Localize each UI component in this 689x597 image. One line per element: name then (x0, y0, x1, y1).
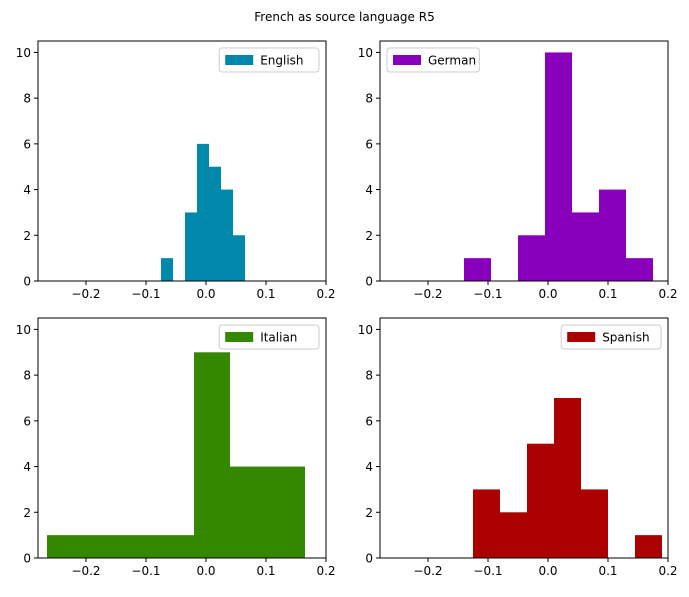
subplot-english: −0.2 −0.1 0.0 0.1 0.2 0 2 4 6 8 10 English (16, 40, 336, 301)
histogram-bar (635, 535, 662, 558)
x-tick-label: 0.2 (316, 287, 335, 301)
y-tick-label: 8 (23, 92, 31, 106)
histogram-bar (194, 352, 230, 558)
legend: Italian (218, 324, 320, 350)
y-tick-label: 2 (365, 229, 373, 243)
histogram-bar (626, 258, 653, 281)
histogram-bar (572, 212, 599, 281)
x-tick-label: −0.2 (71, 287, 100, 301)
legend-label: English (260, 54, 303, 68)
subplot-german: −0.2 −0.1 0.0 0.1 0.2 0 2 4 6 8 10 German (358, 40, 678, 301)
histogram-bar (221, 189, 233, 281)
legend-swatch (567, 332, 596, 342)
legend-label: Italian (260, 331, 297, 345)
histogram-bar (47, 535, 194, 558)
x-tick-label: −0.1 (473, 287, 502, 301)
y-tick-label: 8 (365, 369, 373, 383)
y-tick-label: 6 (23, 414, 31, 428)
x-tick-label: 0.1 (598, 564, 617, 578)
x-tick-label: 0.1 (256, 564, 275, 578)
y-tick-label: 6 (365, 137, 373, 151)
x-tick-label: 0.0 (538, 287, 557, 301)
histogram-bar (500, 512, 527, 558)
x-tick-label: 0.0 (196, 564, 215, 578)
y-tick-label: 0 (23, 275, 31, 289)
y-tick-label: 8 (365, 92, 373, 106)
x-tick-label: 0.1 (598, 287, 617, 301)
y-tick-label: 4 (23, 183, 31, 197)
y-tick-label: 2 (23, 229, 31, 243)
legend-swatch (393, 55, 421, 65)
x-tick-label: −0.1 (131, 287, 160, 301)
histogram-bar (581, 489, 608, 558)
y-tick-label: 10 (16, 323, 31, 337)
y-tick-label: 2 (365, 506, 373, 520)
legend-box (386, 47, 480, 73)
x-tick-label: −0.1 (131, 564, 160, 578)
histogram-bar (464, 258, 491, 281)
x-tick-label: 0.2 (658, 287, 677, 301)
histogram-bar (527, 443, 554, 558)
legend-swatch (225, 332, 254, 342)
y-tick-label: 10 (358, 46, 373, 60)
legend-swatch (225, 55, 254, 65)
y-tick-label: 4 (365, 460, 373, 474)
histogram-bar (233, 235, 245, 281)
subplot-italian: −0.2 −0.1 0.0 0.1 0.2 0 2 4 6 8 10 Italian (16, 317, 336, 578)
histogram-bar (545, 52, 572, 282)
legend: Spanish (560, 324, 662, 350)
y-tick-label: 8 (23, 369, 31, 383)
x-tick-label: −0.2 (413, 564, 442, 578)
y-tick-label: 0 (365, 552, 373, 566)
legend-label: German (428, 54, 476, 68)
y-tick-label: 6 (23, 137, 31, 151)
axes-frame (37, 317, 327, 559)
x-tick-label: 0.2 (658, 564, 677, 578)
y-tick-label: 6 (365, 414, 373, 428)
histogram-bar (473, 489, 500, 558)
histogram-bar (554, 398, 581, 558)
x-tick-label: 0.2 (316, 564, 335, 578)
x-tick-label: −0.2 (413, 287, 442, 301)
histogram-bar (197, 143, 209, 281)
histogram-bar (185, 212, 197, 281)
y-tick-label: 0 (23, 552, 31, 566)
x-tick-label: 0.1 (256, 287, 275, 301)
figure-title: French as source language R5 (254, 10, 434, 24)
legend: English (218, 47, 320, 73)
histogram-bar (599, 189, 626, 281)
axes-frame (379, 317, 669, 559)
histogram-bar (518, 235, 545, 281)
x-tick-label: 0.0 (196, 287, 215, 301)
y-tick-label: 10 (358, 323, 373, 337)
histogram-bar (161, 258, 173, 281)
subplot-grid: −0.2 −0.1 0.0 0.1 0.2 0 2 4 6 8 10 English −0.2 −0.1 0… (16, 40, 678, 578)
x-tick-label: −0.1 (473, 564, 502, 578)
y-tick-label: 2 (23, 506, 31, 520)
legend: German (386, 47, 480, 73)
x-tick-label: 0.0 (538, 564, 557, 578)
x-tick-label: −0.2 (71, 564, 100, 578)
legend-label: Spanish (602, 331, 649, 345)
y-tick-label: 0 (365, 275, 373, 289)
histogram-bar (230, 466, 305, 558)
y-tick-label: 4 (23, 460, 31, 474)
legend-box (218, 324, 320, 350)
y-tick-label: 4 (365, 183, 373, 197)
axes-frame (37, 40, 327, 282)
histogram-bar (209, 166, 221, 281)
y-tick-label: 10 (16, 46, 31, 60)
legend-box (560, 324, 662, 350)
axes-frame (379, 40, 669, 282)
legend-box (218, 47, 320, 73)
subplot-spanish: −0.2 −0.1 0.0 0.1 0.2 0 2 4 6 8 10 Spanish (358, 317, 678, 578)
